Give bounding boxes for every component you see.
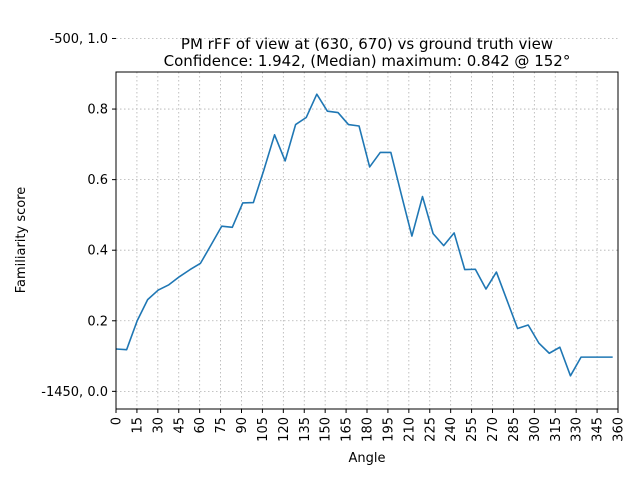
x-tick-label: 135 xyxy=(298,417,313,442)
x-tick-label: 15 xyxy=(130,417,145,434)
y-tick-label: 0.4 xyxy=(87,244,108,259)
x-axis-label: Angle xyxy=(349,451,386,466)
x-tick-label: 30 xyxy=(151,417,166,434)
y-tick-label: -500, 1.0 xyxy=(50,32,108,47)
x-tick-label: 150 xyxy=(319,417,334,442)
x-tick-label: 330 xyxy=(570,417,585,442)
x-tick-label: 360 xyxy=(612,417,627,442)
x-tick-label: 345 xyxy=(591,417,606,442)
x-tick-label: 105 xyxy=(256,417,271,442)
y-axis-label: Familiarity score xyxy=(14,187,29,294)
x-tick-label: 45 xyxy=(172,417,187,434)
x-tick-label: 300 xyxy=(528,417,543,442)
x-tick-label: 225 xyxy=(423,417,438,442)
x-tick-label: 75 xyxy=(214,417,229,434)
x-tick-label: 120 xyxy=(277,417,292,442)
x-tick-label: 240 xyxy=(444,417,459,442)
x-tick-label: 315 xyxy=(549,417,564,442)
x-axis: 0 15 30 45 60 75 90 105 120 135 150 165 180 195 210 225… xyxy=(110,409,627,442)
chart-subtitle: Confidence: 1.942, (Median) maximum: 0.8… xyxy=(164,52,571,70)
y-axis: -1450, 0.0 0.2 0.4 0.6 0.8 -500, 1.0 xyxy=(41,32,116,400)
x-tick-label: 210 xyxy=(402,417,417,442)
y-tick-label: 0.2 xyxy=(87,314,108,329)
x-tick-label: 270 xyxy=(486,417,501,442)
series-line-0 xyxy=(115,93,613,377)
x-tick-label: 0 xyxy=(110,417,125,425)
x-tick-label: 90 xyxy=(235,417,250,434)
grid-layer xyxy=(115,38,619,409)
series-layer xyxy=(115,93,613,377)
x-tick-label: 285 xyxy=(507,417,522,442)
x-tick-label: 165 xyxy=(340,417,355,442)
x-tick-label: 255 xyxy=(465,417,480,442)
y-tick-label: 0.8 xyxy=(87,103,108,118)
x-tick-label: 180 xyxy=(361,417,376,442)
x-tick-label: 60 xyxy=(193,417,208,434)
y-tick-label: 0.6 xyxy=(87,173,108,188)
x-tick-label: 195 xyxy=(381,417,396,442)
chart-title: PM rFF of view at (630, 670) vs ground t… xyxy=(181,35,553,53)
y-tick-label: -1450, 0.0 xyxy=(41,385,108,400)
